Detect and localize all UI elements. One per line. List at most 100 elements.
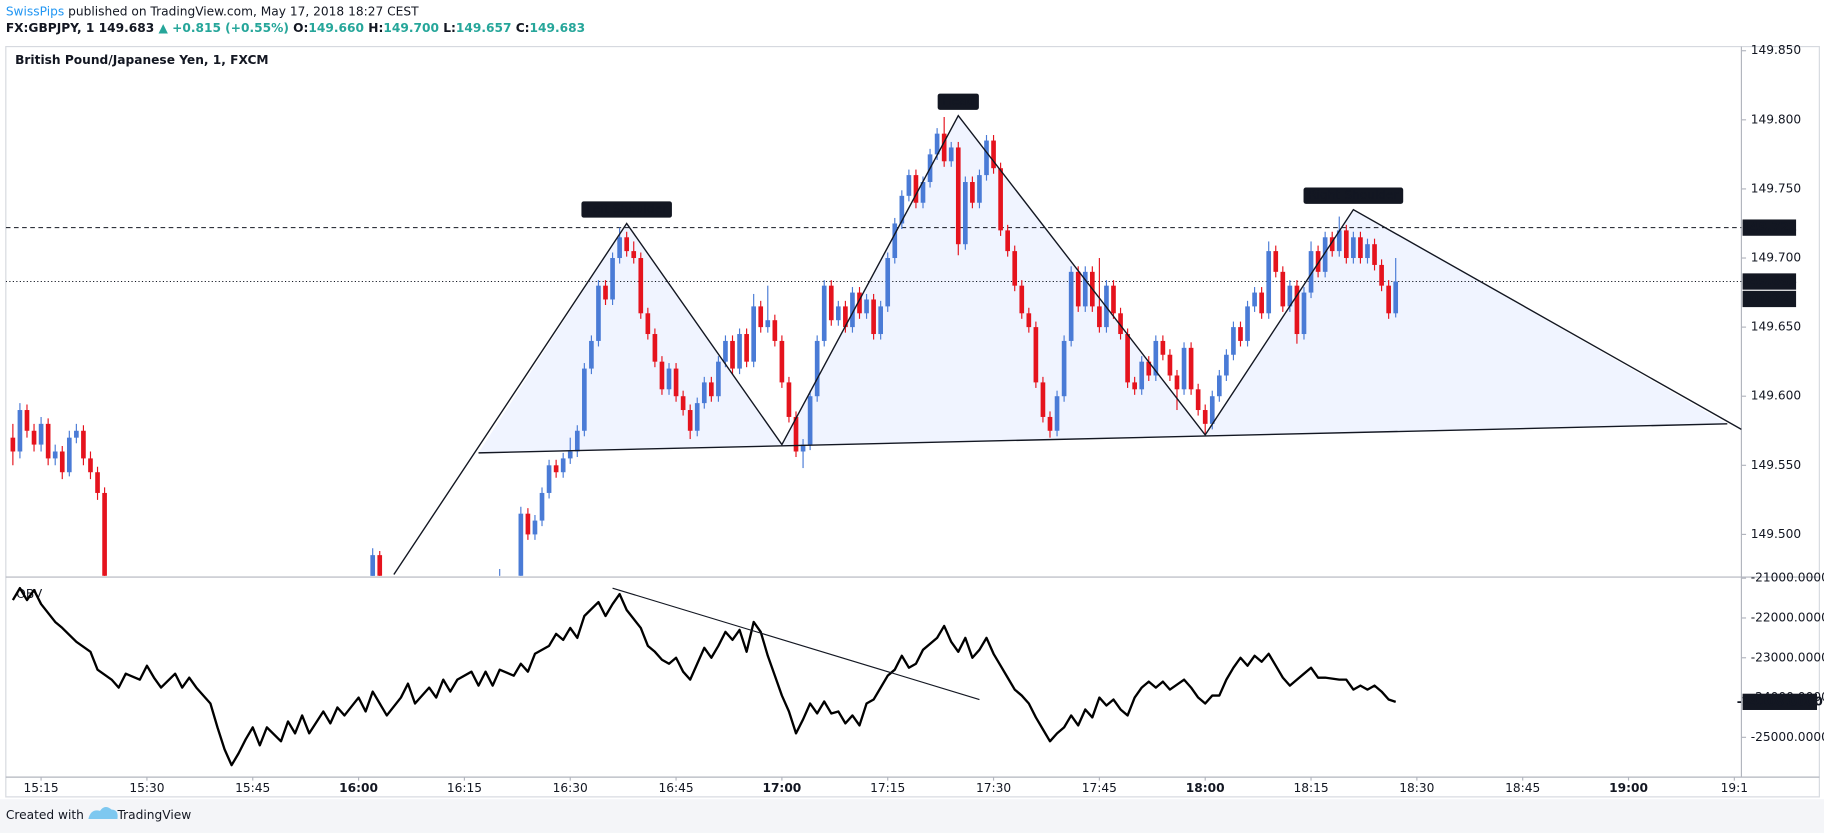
candle-body — [913, 175, 919, 203]
candle-body — [1322, 237, 1328, 272]
x-tick-label: 17:00 — [762, 781, 801, 795]
candle-body — [1040, 382, 1046, 417]
candle-body — [850, 292, 855, 328]
candle-body — [673, 368, 679, 397]
x-tick-label: 15:15 — [24, 781, 59, 795]
candle-body — [934, 133, 940, 155]
candle-body — [1351, 237, 1356, 259]
candle-body — [1118, 313, 1123, 335]
obv-tick-label: -22000.0000 — [1751, 610, 1824, 624]
candle-body — [970, 182, 975, 203]
candle-body — [1111, 285, 1116, 314]
candle-body — [779, 340, 785, 383]
y-tick-label: 149.750 — [1751, 181, 1801, 195]
candle-body — [864, 299, 869, 314]
candle-body — [1167, 354, 1173, 376]
candle-body — [1146, 361, 1152, 376]
candle-body — [1365, 244, 1370, 259]
candle-body — [1386, 285, 1391, 314]
obv-tag-label: -24108.0000 — [1737, 694, 1823, 708]
published: published on TradingView.com, May 17, 20… — [68, 4, 419, 18]
candle-body — [1012, 251, 1018, 286]
brand-logo — [88, 807, 118, 819]
pattern-label-box — [581, 201, 672, 218]
candle-body — [1287, 285, 1293, 307]
candle-body — [920, 182, 926, 203]
candle-body — [737, 334, 742, 369]
footer-created: Created with — [6, 808, 84, 822]
candle-body — [709, 382, 714, 397]
y-tick-label: 149.850 — [1751, 43, 1801, 57]
candle-body — [800, 444, 806, 452]
obv-label: OBV — [16, 587, 43, 601]
candle-body — [95, 472, 100, 493]
low-label: L: — [443, 20, 456, 34]
candle-body — [984, 140, 989, 176]
candle-body — [532, 520, 538, 535]
candle-body — [81, 430, 86, 459]
candle-body — [1153, 340, 1159, 376]
candle-body — [10, 437, 16, 452]
candle-body — [659, 361, 665, 390]
candle-body — [1294, 285, 1300, 335]
candle-body — [17, 410, 23, 452]
candle-body — [1259, 292, 1264, 314]
candle-body — [694, 403, 700, 431]
candle-body — [1315, 251, 1321, 272]
candle-body — [1343, 230, 1349, 259]
x-tick-label: 17:30 — [976, 781, 1011, 795]
price-tag — [1742, 273, 1797, 290]
candle-body — [45, 423, 51, 459]
candle-body — [603, 285, 608, 300]
candle-body — [1273, 251, 1279, 272]
close-label: C: — [516, 20, 530, 34]
close-value: 149.683 — [530, 20, 586, 34]
candle-body — [1209, 396, 1215, 424]
candle-body — [525, 513, 531, 535]
candle-body — [723, 340, 728, 362]
candle-body — [1280, 271, 1286, 307]
y-tick-label: 149.800 — [1751, 112, 1801, 126]
candle-body — [518, 513, 524, 576]
candle-body — [963, 182, 968, 245]
candle-body — [814, 340, 820, 397]
y-tick-label: 149.550 — [1751, 458, 1801, 472]
candle-body — [1097, 306, 1102, 328]
candle-body — [1372, 244, 1377, 265]
pattern-label-box — [1303, 187, 1404, 204]
candle-body — [716, 361, 721, 397]
symbol: FX:GBPJPY, 1 — [6, 20, 95, 34]
candle-body — [772, 320, 778, 341]
candle-body — [1329, 237, 1335, 252]
candle-body — [377, 555, 383, 576]
high-value: 149.700 — [383, 20, 439, 34]
candle-body — [1393, 281, 1399, 314]
candle-body — [687, 410, 693, 431]
candle-body — [645, 313, 651, 335]
candle-body — [1054, 396, 1060, 431]
candle-body — [553, 465, 559, 473]
candle-body — [701, 382, 707, 404]
candle-body — [596, 285, 601, 341]
candle-body — [370, 555, 376, 576]
candle-body — [786, 382, 792, 417]
footer-brand[interactable]: TradingView — [116, 808, 191, 822]
candle-body — [560, 458, 566, 473]
obv-tick-label: -23000.0000 — [1751, 650, 1824, 664]
obv-tick-label: -25000.0000 — [1751, 730, 1824, 744]
candle-body — [567, 451, 573, 459]
countdown-label: 00:22 — [1750, 291, 1789, 305]
candle-body — [744, 334, 749, 362]
x-tick-label: 18:45 — [1505, 781, 1540, 795]
candle-body — [899, 195, 905, 224]
candle-body — [1033, 327, 1039, 383]
open-value: 149.660 — [308, 20, 364, 34]
pattern-layer — [5, 115, 1742, 453]
candle-body — [610, 258, 615, 300]
x-tick-label: 16:30 — [553, 781, 588, 795]
candle-body — [66, 437, 72, 473]
